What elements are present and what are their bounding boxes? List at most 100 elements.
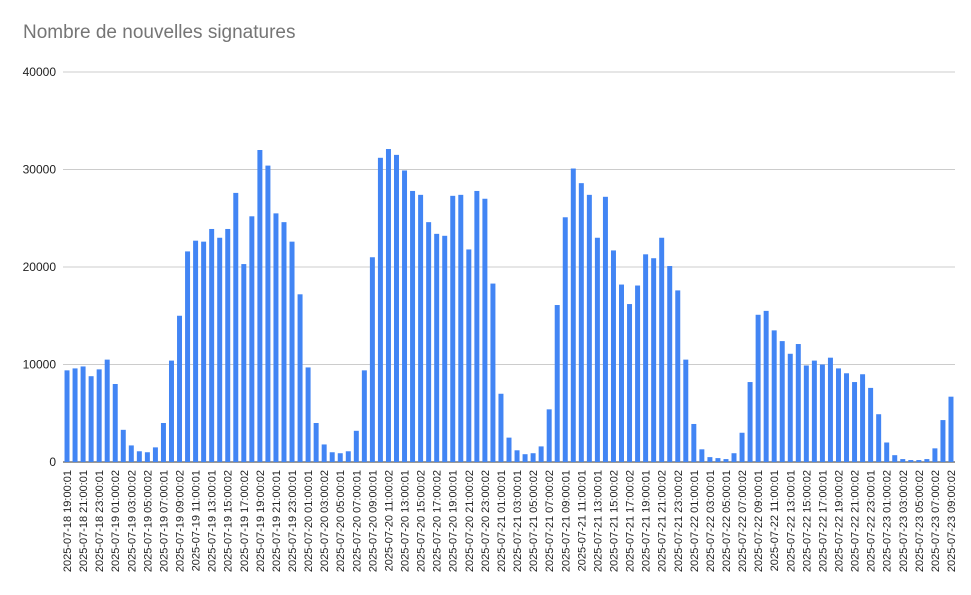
bar bbox=[152, 447, 158, 462]
bar bbox=[80, 366, 86, 462]
bar bbox=[723, 459, 729, 462]
bar bbox=[498, 393, 504, 462]
x-tick-label: 2025-07-19 21:00:01 bbox=[271, 470, 283, 572]
x-tick-label: 2025-07-22 21:00:02 bbox=[850, 470, 862, 572]
bar bbox=[779, 341, 785, 462]
bar bbox=[305, 367, 311, 462]
x-tick-label: 2025-07-20 13:00:01 bbox=[400, 470, 412, 572]
x-tick-label: 2025-07-19 15:00:02 bbox=[223, 470, 235, 572]
x-tick-label: 2025-07-23 09:00:02 bbox=[946, 470, 958, 572]
bar bbox=[209, 228, 215, 462]
bar bbox=[811, 360, 817, 462]
x-tick-label: 2025-07-19 05:00:02 bbox=[142, 470, 154, 572]
bar bbox=[201, 241, 207, 462]
x-tick-label: 2025-07-21 23:00:02 bbox=[673, 470, 685, 572]
bar bbox=[112, 384, 118, 462]
x-tick-label: 2025-07-19 09:00:02 bbox=[175, 470, 187, 572]
x-tick-label: 2025-07-19 03:00:02 bbox=[126, 470, 138, 572]
bar bbox=[586, 194, 592, 462]
bar bbox=[578, 183, 584, 462]
bar bbox=[402, 170, 408, 462]
x-tick-label: 2025-07-22 01:00:01 bbox=[689, 470, 701, 572]
y-tick-label: 10000 bbox=[23, 358, 57, 372]
x-tick-label: 2025-07-21 15:00:02 bbox=[608, 470, 620, 572]
bar bbox=[120, 429, 126, 462]
bar bbox=[466, 249, 472, 462]
bar bbox=[522, 454, 528, 462]
bar bbox=[225, 228, 231, 462]
bar bbox=[739, 432, 745, 462]
x-tick-label: 2025-07-23 01:00:02 bbox=[882, 470, 894, 572]
bar bbox=[217, 237, 223, 462]
x-tick-label: 2025-07-20 11:00:02 bbox=[383, 470, 395, 571]
bar bbox=[924, 459, 930, 462]
x-tick-label: 2025-07-21 07:00:02 bbox=[544, 470, 556, 572]
bar bbox=[884, 442, 890, 462]
x-tick-label: 2025-07-19 19:00:02 bbox=[255, 470, 267, 572]
bar bbox=[144, 452, 150, 462]
x-tick-label: 2025-07-20 05:00:01 bbox=[335, 470, 347, 572]
bar bbox=[876, 414, 882, 462]
bar bbox=[289, 241, 295, 462]
bar bbox=[514, 450, 520, 462]
bar bbox=[610, 250, 616, 462]
bar bbox=[852, 382, 858, 462]
bar bbox=[667, 266, 673, 462]
bar bbox=[715, 458, 721, 462]
bar bbox=[530, 453, 536, 462]
x-tick-label: 2025-07-20 17:00:02 bbox=[432, 470, 444, 572]
bar bbox=[627, 304, 633, 462]
bar bbox=[185, 251, 191, 462]
bar bbox=[707, 457, 713, 462]
x-tick-label: 2025-07-19 17:00:02 bbox=[239, 470, 251, 572]
bar bbox=[88, 376, 94, 462]
bar bbox=[273, 213, 279, 462]
bar bbox=[916, 460, 922, 462]
x-tick-label: 2025-07-20 15:00:02 bbox=[416, 470, 428, 572]
x-tick-label: 2025-07-19 07:00:01 bbox=[158, 470, 170, 572]
x-tick-label: 2025-07-23 03:00:02 bbox=[898, 470, 910, 572]
x-tick-label: 2025-07-21 01:00:01 bbox=[496, 470, 508, 572]
bar bbox=[434, 233, 440, 462]
bar bbox=[643, 254, 649, 462]
y-tick-label: 0 bbox=[49, 455, 56, 469]
x-tick-label: 2025-07-18 19:00:01 bbox=[62, 470, 74, 572]
bar bbox=[418, 194, 424, 462]
bar bbox=[635, 285, 641, 462]
bar bbox=[458, 194, 464, 462]
bar bbox=[128, 445, 134, 462]
bar bbox=[410, 190, 416, 462]
bar bbox=[369, 257, 375, 462]
bar bbox=[490, 283, 496, 462]
x-tick-label: 2025-07-22 09:00:01 bbox=[753, 470, 765, 572]
y-tick-label: 20000 bbox=[23, 260, 57, 274]
bar bbox=[908, 460, 914, 462]
bar bbox=[940, 420, 946, 462]
bar bbox=[72, 368, 78, 462]
x-tick-label: 2025-07-23 05:00:02 bbox=[914, 470, 926, 572]
x-tick-label: 2025-07-18 21:00:01 bbox=[78, 470, 90, 572]
bar bbox=[619, 284, 624, 462]
bar bbox=[602, 196, 608, 463]
bar bbox=[803, 365, 809, 462]
x-tick-label: 2025-07-18 23:00:01 bbox=[94, 470, 106, 572]
x-tick-label: 2025-07-22 11:00:01 bbox=[769, 470, 781, 571]
bar bbox=[506, 437, 512, 462]
bar bbox=[321, 444, 327, 462]
bar bbox=[900, 459, 906, 462]
bar bbox=[683, 359, 689, 462]
x-tick-label: 2025-07-22 13:00:01 bbox=[785, 470, 797, 572]
bar bbox=[570, 168, 576, 462]
bar bbox=[755, 314, 761, 462]
bar bbox=[136, 451, 142, 462]
y-axis-ticks: 0 10000 20000 30000 40000 bbox=[23, 65, 57, 469]
x-tick-label: 2025-07-21 17:00:02 bbox=[625, 470, 637, 572]
bar bbox=[482, 198, 488, 462]
bar bbox=[860, 374, 866, 462]
x-tick-label: 2025-07-23 07:00:02 bbox=[930, 470, 942, 572]
bar bbox=[193, 240, 199, 462]
bar bbox=[297, 294, 303, 462]
x-tick-label: 2025-07-20 07:00:01 bbox=[351, 470, 363, 572]
bar bbox=[281, 222, 287, 462]
bar bbox=[562, 217, 568, 462]
